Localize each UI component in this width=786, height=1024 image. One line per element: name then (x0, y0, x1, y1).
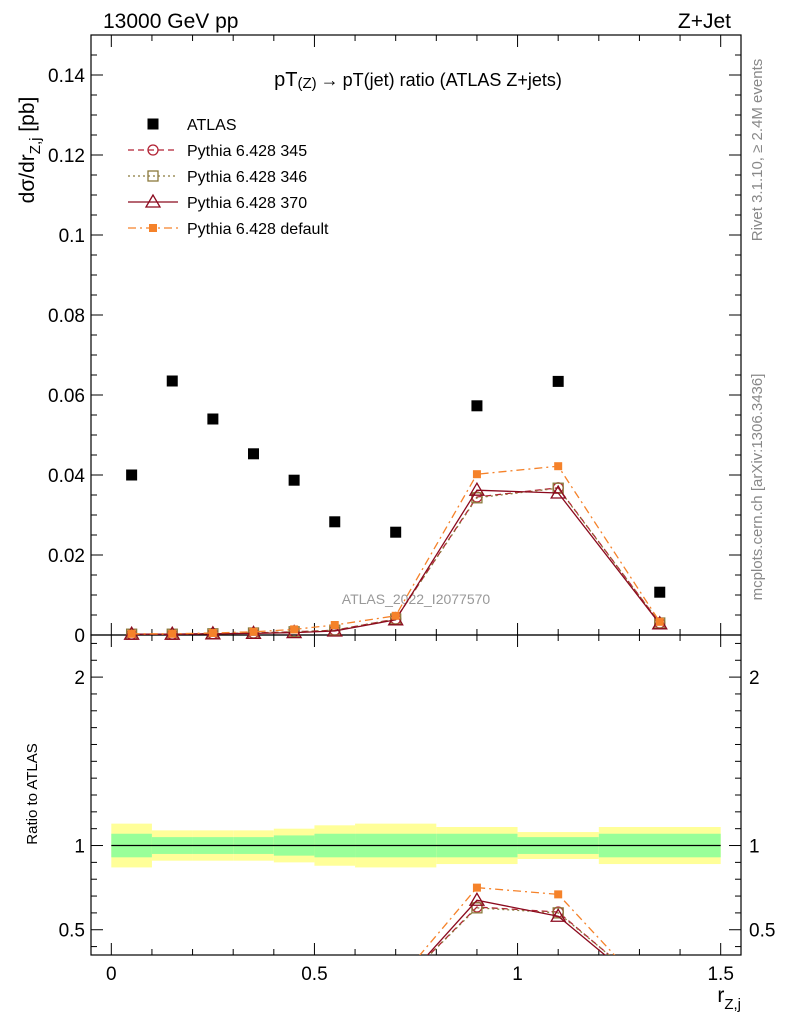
atlas-data-point (288, 474, 300, 486)
pythia-6-428-370-point (550, 484, 567, 499)
pythia-6-428-default-point (249, 627, 258, 636)
ratio-xtick-label: 1 (512, 964, 523, 985)
pythia-6-428-default-point (290, 625, 299, 634)
legend-pythia-6-428-370-marker (144, 193, 162, 208)
ratio-ytick-label-right: 2 (749, 668, 760, 689)
pythia-6-428-default-ratio-point (554, 890, 563, 899)
pythia-6-428-default-point (208, 629, 217, 637)
chart-title-rest: pT(jet) ratio (ATLAS Z+jets) (343, 70, 562, 90)
pythia-6-428-346-ratio-line (428, 907, 610, 955)
pythia-6-428-345-ratio-line (428, 906, 611, 955)
header-right: Z+Jet (678, 10, 731, 33)
atlas-data-point (207, 413, 219, 425)
ratio-xtick-label: 0.5 (301, 964, 327, 985)
legend: ATLAS Pythia 6.428 345 Pythia 6.428 346 Pyt… (128, 117, 329, 238)
pythia-6-428-346-ratio-point (471, 902, 483, 914)
ratio-ytick-label-right: 0.5 (749, 921, 775, 942)
pythia-6-428-default-point (330, 621, 339, 629)
main-series-group (123, 375, 668, 640)
pythia-6-428-default-point (127, 629, 136, 638)
legend-pythia-6-428-346-marker (147, 170, 159, 182)
atlas-data-point (248, 448, 259, 460)
header-left: 13000 GeV pp (103, 10, 238, 33)
main-ytick-label: 0.1 (59, 226, 85, 247)
pythia-6-428-default-point (554, 462, 563, 471)
ratio-ytick-label: 2 (74, 668, 85, 689)
atlas-data-point (166, 375, 178, 387)
pythia-6-428-370-point (468, 481, 486, 496)
main-ytick-label: 0.04 (48, 466, 85, 487)
main-ylabel-sub: Z,j (27, 138, 44, 155)
pythia-6-428-default-point (391, 611, 400, 620)
atlas-data-point (552, 375, 564, 387)
main-ylabel: dσ/drZ,j [pb] (16, 97, 44, 204)
x-axis-label: rZ,j (717, 984, 741, 1013)
chart-title: pT(Z) → pT(jet) ratio (ATLAS Z+jets) (274, 69, 562, 92)
pythia-6-428-370-point (326, 622, 343, 637)
legend-pythia-6-428-default-label: Pythia 6.428 default (187, 221, 329, 238)
ratio-uncertainty-bands (111, 823, 721, 868)
main-ytick-label: 0 (74, 626, 85, 647)
atlas-data-point (126, 469, 138, 481)
legend-atlas-marker (147, 118, 159, 130)
legend-atlas-label: ATLAS (187, 117, 237, 134)
ratio-ylabel: Ratio to ATLAS (24, 743, 41, 844)
main-ylabel-unit: [pb] (16, 97, 39, 138)
pythia-6-428-346-ratio-point (552, 907, 564, 919)
pythia-6-428-370-ratio-point (468, 891, 486, 906)
atlas-data-point (329, 516, 341, 528)
pythia-6-428-default-point (472, 470, 481, 479)
legend-pythia-6-428-370-label: Pythia 6.428 370 (187, 195, 307, 212)
x-axis-label-sub: Z,j (724, 996, 741, 1013)
rivet-label: Rivet 3.1.10, ≥ 2.4M events (749, 59, 766, 242)
legend-pythia-6-428-default-marker (149, 224, 157, 232)
ratio-xtick-label: 0 (106, 964, 117, 985)
main-ytick-label: 0.06 (48, 386, 85, 407)
legend-pythia-6-428-345-marker (147, 144, 159, 156)
pythia-6-428-370-ratio-point (550, 907, 567, 922)
chart-title-prefix: pT (274, 69, 297, 91)
ratio-xtick-label: 1.5 (707, 964, 733, 985)
main-axis-ticks: 0 0.02 0.04 0.06 0.08 0.1 0.12 0.14 (48, 34, 741, 647)
mcplots-label: mcplots.cern.ch [arXiv:1306.3436] (749, 374, 766, 601)
main-ytick-label: 0.08 (48, 306, 85, 327)
main-ytick-label: 0.14 (48, 66, 85, 87)
chart-title-sub: (Z) (297, 75, 316, 92)
ratio-ytick-label-right: 1 (749, 837, 760, 858)
chart-title-arrow: → (321, 70, 339, 90)
legend-pythia-6-428-346-label: Pythia 6.428 346 (187, 169, 307, 186)
pythia-6-428-370-ratio-line (426, 899, 606, 955)
atlas-data-point (471, 400, 483, 412)
pythia-6-428-default-line (131, 465, 661, 635)
ratio-axis-ticks: 0 0.5 1 1.5 0.5 0.5 1 1 2 2 (59, 635, 775, 985)
atlas-data-point (654, 586, 666, 598)
atlas-data-point (390, 526, 402, 538)
pythia-6-428-default-point (655, 617, 664, 626)
ratio-plot-frame (90, 634, 742, 956)
main-ylabel-main: dσ/dr (16, 154, 39, 203)
pythia-6-428-default-ratio-line (419, 886, 616, 955)
main-ytick-label: 0.02 (48, 546, 85, 567)
legend-pythia-6-428-345-label: Pythia 6.428 345 (187, 143, 307, 160)
main-ytick-label: 0.12 (48, 146, 85, 167)
x-axis-label-main: r (717, 984, 724, 1007)
ratio-series-group (419, 883, 616, 955)
pythia-6-428-default-point (168, 629, 177, 638)
ratio-ytick-label: 0.5 (59, 921, 85, 942)
pythia-6-428-default-ratio-point (472, 883, 481, 892)
ratio-ytick-label: 1 (74, 837, 85, 858)
analysis-watermark: ATLAS_2022_I2077570 (342, 591, 491, 607)
